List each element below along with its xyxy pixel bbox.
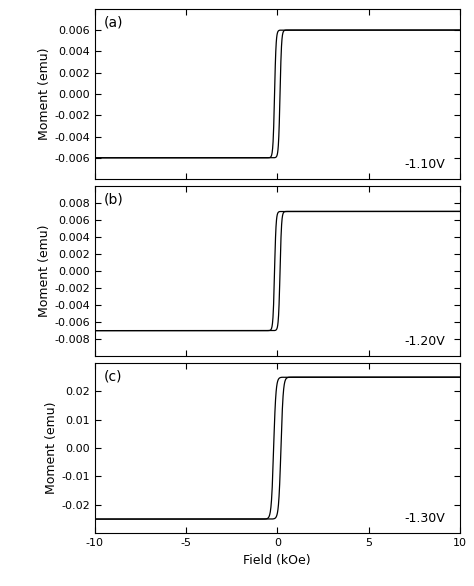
Text: -1.20V: -1.20V	[404, 335, 445, 347]
Y-axis label: Moment (emu): Moment (emu)	[38, 225, 51, 317]
Y-axis label: Moment (emu): Moment (emu)	[38, 47, 51, 140]
Text: -1.10V: -1.10V	[404, 158, 445, 171]
Text: (a): (a)	[104, 16, 123, 30]
Text: (c): (c)	[104, 370, 122, 384]
Text: -1.30V: -1.30V	[404, 512, 445, 524]
Text: (b): (b)	[104, 193, 124, 207]
Y-axis label: Moment (emu): Moment (emu)	[46, 402, 58, 495]
X-axis label: Field (kOe): Field (kOe)	[244, 554, 311, 567]
